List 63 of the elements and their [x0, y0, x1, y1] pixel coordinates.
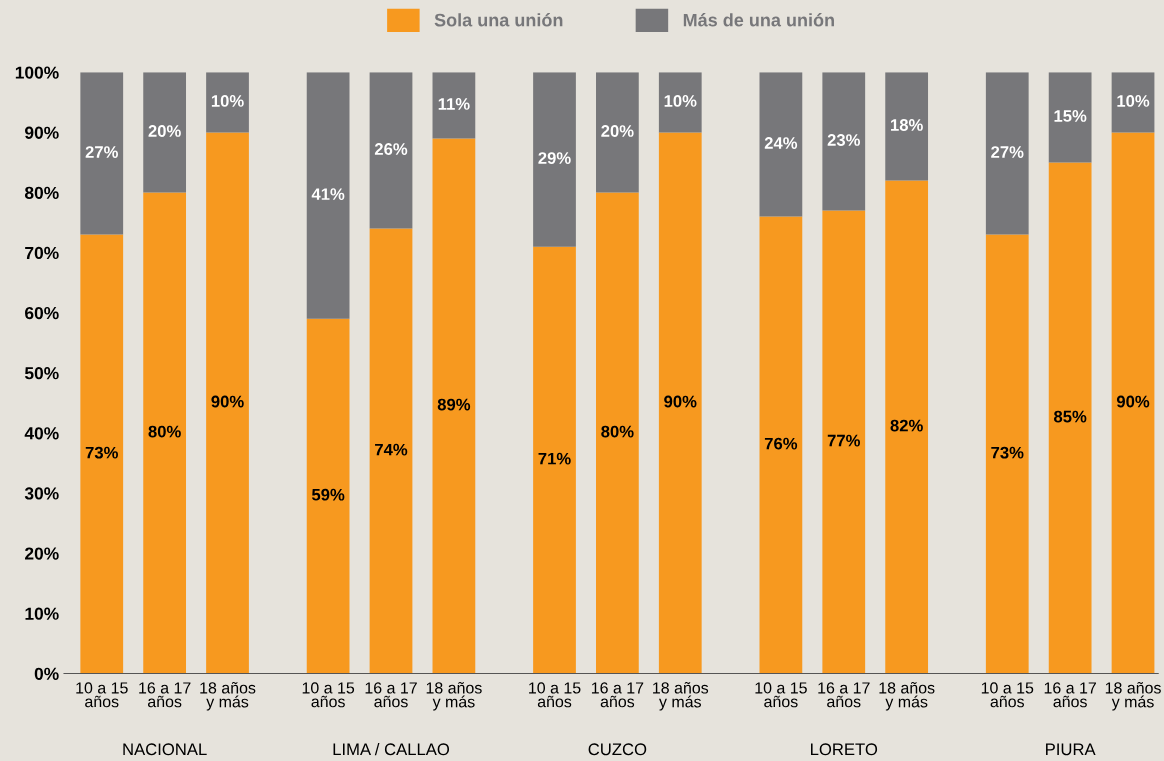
y-tick-label: 10%	[25, 607, 59, 620]
data-label: 41%	[311, 188, 345, 200]
x-tick-label: 16 a 17 años	[1044, 682, 1096, 708]
data-label: 23%	[827, 134, 861, 146]
legend-label: Sola una unión	[434, 13, 563, 27]
data-label: 18%	[891, 119, 923, 131]
legend-label: Más de una unión	[683, 13, 834, 27]
y-tick-label: 0%	[34, 667, 59, 680]
x-tick-label: 18 años y más	[200, 681, 256, 711]
x-tick-label: 16 a 17 años	[818, 682, 870, 708]
x-tick-label: 18 años y más	[653, 681, 709, 711]
data-label: 90%	[664, 395, 697, 408]
data-label: 85%	[1053, 410, 1087, 423]
x-tick-label: 16 a 17 años	[139, 682, 191, 708]
data-label: 10%	[1117, 95, 1150, 107]
data-label: 80%	[148, 425, 181, 438]
data-label: 76%	[764, 437, 798, 450]
data-label: 89%	[437, 398, 471, 411]
x-tick-label: 18 años y más	[879, 681, 935, 711]
data-label: 71%	[538, 452, 571, 465]
text: LORETO	[811, 743, 878, 756]
x-tick-label: 16 a 17 años	[365, 682, 417, 708]
data-label: 20%	[148, 125, 181, 137]
data-label: 27%	[85, 146, 118, 158]
data-label: 77%	[827, 434, 861, 447]
y-tick-label: 60%	[25, 306, 59, 320]
x-tick-label: 16 a 17 años	[591, 682, 644, 708]
data-label: 73%	[991, 446, 1024, 459]
y-tick-label: 30%	[24, 487, 59, 500]
data-label: 59%	[311, 488, 345, 501]
text: PIURA	[1046, 743, 1096, 756]
text: LIMA / CALLAO	[333, 742, 450, 756]
y-tick-label: 40%	[24, 427, 59, 440]
x-tick-label: 10 a 15 años	[755, 682, 807, 708]
data-label: 20%	[601, 125, 634, 137]
data-label: 29%	[538, 152, 571, 164]
data-label: 26%	[374, 143, 408, 155]
data-label: 90%	[211, 395, 244, 408]
x-tick-label: 10 a 15 años	[302, 682, 355, 708]
y-tick-label: 90%	[25, 126, 59, 139]
x-tick-label: 10 a 15 años	[529, 682, 581, 708]
x-tick-label: 10 a 15 años	[981, 682, 1034, 708]
data-label: 27%	[991, 146, 1024, 158]
x-tick-label: 10 a 15 años	[76, 682, 128, 708]
data-label: 90%	[1116, 395, 1150, 408]
y-tick-label: 80%	[24, 186, 59, 199]
data-label: 10%	[211, 95, 244, 107]
data-label: 82%	[890, 419, 923, 432]
data-label: 10%	[664, 95, 697, 107]
data-label: 80%	[601, 425, 634, 438]
text: CUZCO	[588, 743, 647, 756]
data-label: 11%	[438, 98, 470, 110]
y-tick-label: 70%	[25, 246, 59, 260]
data-label: 73%	[85, 446, 118, 459]
data-label: 24%	[764, 137, 798, 149]
y-tick-label: 50%	[24, 367, 59, 380]
y-tick-label: 20%	[25, 547, 59, 560]
data-label: 74%	[375, 443, 408, 456]
x-tick-label: 18 años y más	[426, 681, 482, 711]
text: NACIONAL	[123, 743, 207, 756]
y-tick-label: 100%	[15, 66, 59, 79]
x-tick-label: 18 años y más	[1105, 681, 1161, 711]
data-label: 15%	[1054, 110, 1087, 122]
